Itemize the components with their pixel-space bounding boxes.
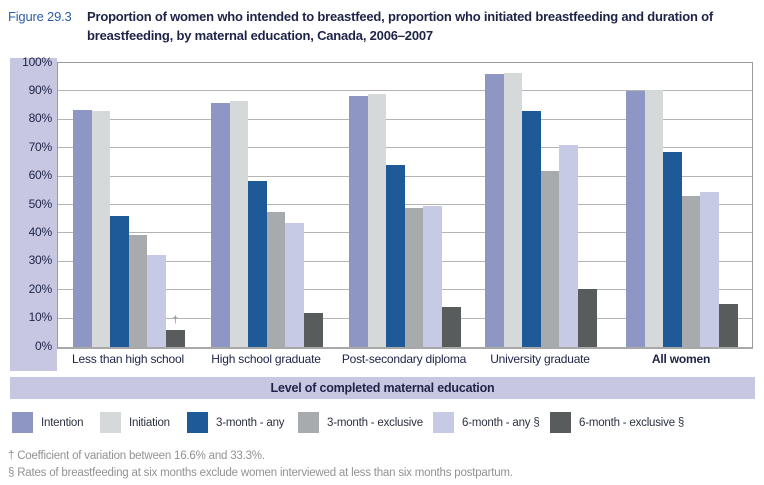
category-label: University graduate (490, 352, 590, 366)
bar-3-month-any (663, 152, 682, 347)
y-axis-band: 100% 90% 80% 70% 60% 50% 40% 30% 20% 10% 0% (10, 54, 57, 371)
bar-3-month-any (522, 111, 541, 347)
bar-intention (73, 109, 92, 347)
legend-label: 3-month - exclusive (327, 416, 423, 429)
y-axis-tick: 0% (35, 338, 52, 353)
y-axis-tick: 30% (28, 253, 53, 268)
bar-6-month-exclusive (441, 307, 461, 347)
category-label: All women (651, 352, 711, 366)
bar-6-month-exclusive (165, 329, 185, 347)
bar-initiation (367, 94, 387, 347)
legend-swatch (100, 412, 121, 433)
bar-6-month-any (423, 206, 442, 347)
category-label: High school graduate (211, 352, 321, 366)
gridline (58, 118, 752, 120)
footnotes: † Coefficient of variation between 16.6%… (8, 448, 758, 482)
bar-6-month-exclusive (718, 304, 738, 347)
bar-3-month-exclusive (266, 212, 286, 347)
legend-swatch (550, 412, 571, 433)
bar-group (626, 89, 738, 347)
bar-3-month-any (386, 165, 405, 347)
bar-3-month-any (110, 216, 129, 347)
bar-3-month-exclusive (128, 234, 148, 347)
legend-swatch (12, 412, 33, 433)
footnote: § Rates of breastfeeding at six months e… (8, 467, 513, 479)
footnote: † Coefficient of variation between 16.6%… (8, 450, 265, 462)
legend: Intention Initiation 3-month - any 3-month … (0, 410, 764, 438)
bar-intention (211, 102, 230, 347)
y-axis-tick: 40% (28, 224, 53, 239)
bar-group (485, 72, 597, 347)
y-axis-tick: 70% (28, 139, 53, 154)
legend-swatch (298, 412, 319, 433)
legend-label: 3-month - any (216, 416, 285, 429)
legend-label: Intention (41, 416, 84, 429)
legend-item: 6-month - exclusive § (550, 412, 684, 433)
bar-intention (626, 91, 645, 347)
legend-item: Initiation (100, 412, 170, 433)
x-axis-title-band: Level of completed maternal education (10, 377, 755, 399)
bar-6-month-any (559, 145, 578, 347)
category-label: Less than high school (72, 352, 184, 366)
figure-title-row: Figure 29.3 Proportion of women who inte… (8, 7, 758, 45)
y-axis-tick: 100% (22, 54, 52, 69)
bar-initiation (503, 72, 523, 347)
legend-item: 3-month - any (187, 412, 285, 433)
y-axis-tick: 80% (28, 111, 53, 126)
y-axis-tick: 60% (28, 168, 53, 183)
gridline (58, 175, 752, 177)
bar-6-month-any (147, 254, 166, 347)
plot-area: † (57, 62, 753, 349)
legend-label: 6-month - any § (462, 416, 540, 429)
y-axis-tick: 10% (28, 310, 53, 325)
legend-swatch (433, 412, 454, 433)
figure-title: Proportion of women who intended to brea… (87, 9, 713, 43)
bar-group (211, 101, 323, 347)
figure-number: Figure 29.3 (8, 9, 72, 24)
y-axis-tick: 20% (28, 281, 53, 296)
bar-3-month-exclusive (681, 196, 701, 347)
y-axis-tick: 50% (28, 196, 53, 211)
bar-3-month-any (248, 180, 267, 347)
legend-item: Intention (12, 412, 84, 433)
category-label: Post-secondary diploma (341, 352, 467, 366)
legend-item: 3-month - exclusive (298, 412, 423, 433)
dagger-annotation: † (172, 314, 179, 326)
bar-intention (485, 74, 504, 347)
gridline (58, 204, 752, 205)
y-axis-tick: 90% (28, 82, 53, 97)
legend-label: 6-month - exclusive § (579, 416, 685, 429)
bar-group (73, 109, 185, 347)
bar-initiation (91, 111, 111, 347)
bar-6-month-exclusive (577, 288, 597, 347)
legend-label: Initiation (129, 416, 170, 429)
bar-6-month-exclusive (303, 312, 323, 347)
bar-group (349, 94, 461, 347)
gridline (58, 90, 752, 92)
legend-swatch (187, 412, 208, 433)
x-axis-title: Level of completed maternal education (270, 381, 495, 395)
bar-initiation (229, 101, 249, 347)
bar-6-month-any (700, 192, 719, 347)
gridline (58, 147, 752, 149)
bar-intention (349, 95, 368, 347)
x-categories: Less than high school High school graduat… (57, 352, 751, 370)
bar-6-month-any (285, 223, 304, 347)
bar-3-month-exclusive (404, 207, 424, 347)
bar-initiation (644, 89, 664, 347)
bar-3-month-exclusive (540, 170, 560, 347)
legend-item: 6-month - any § (433, 412, 540, 433)
